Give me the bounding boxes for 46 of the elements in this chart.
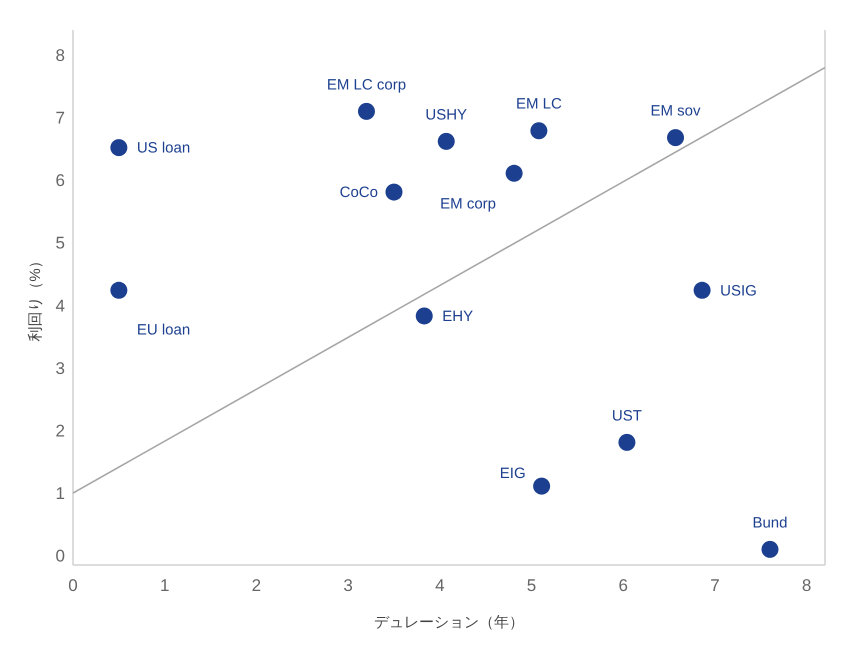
x-tick-label: 1 (160, 576, 170, 595)
y-tick-label: 2 (56, 421, 65, 440)
point (438, 132, 455, 150)
annotation: USHY (425, 106, 468, 124)
point (533, 478, 550, 495)
x-tick-label: 2 (252, 576, 262, 595)
annotation: EIG (500, 465, 526, 482)
annotation: EM sov (650, 102, 702, 120)
point (667, 129, 684, 146)
annotation: Bund (752, 514, 788, 532)
x-tick-label: 7 (710, 576, 720, 595)
point (761, 540, 778, 558)
annotation: EM LC (516, 96, 562, 113)
y-tick-label: 7 (56, 108, 65, 128)
annotation: US loan (136, 140, 190, 157)
point (385, 184, 402, 201)
point (110, 139, 128, 156)
x-axis-title: デュレーション（年） (374, 614, 524, 631)
x-tick-label: 5 (526, 576, 536, 595)
annotation: EM LC corp (326, 76, 406, 94)
point (694, 282, 711, 299)
y-axis-title: 利回り（%） (27, 253, 44, 342)
x-tick-label: 8 (802, 576, 812, 595)
y-tick-label: 3 (56, 358, 65, 378)
point (618, 434, 636, 451)
annotation: EM corp (440, 195, 496, 212)
x-tick-label: 6 (618, 576, 628, 595)
y-tick-label: 0 (56, 546, 65, 566)
point (506, 164, 523, 182)
annotation: EU loan (136, 321, 190, 338)
point (416, 307, 433, 324)
y-tick-label: 6 (56, 171, 65, 190)
x-tick-label: 4 (435, 576, 445, 595)
y-tick-label: 4 (56, 296, 65, 316)
annotation: CoCo (340, 184, 378, 202)
x-tick-label: 0 (68, 576, 78, 595)
annotation: UST (612, 407, 642, 424)
annotation: EHY (442, 308, 474, 325)
y-tick-label: 8 (56, 46, 65, 66)
point (358, 102, 375, 120)
point (530, 122, 548, 140)
x-tick-label: 3 (343, 576, 353, 595)
y-tick-label: 5 (56, 234, 65, 253)
point (110, 282, 128, 299)
y-tick-label: 1 (56, 484, 65, 504)
annotation: USIG (720, 282, 757, 300)
